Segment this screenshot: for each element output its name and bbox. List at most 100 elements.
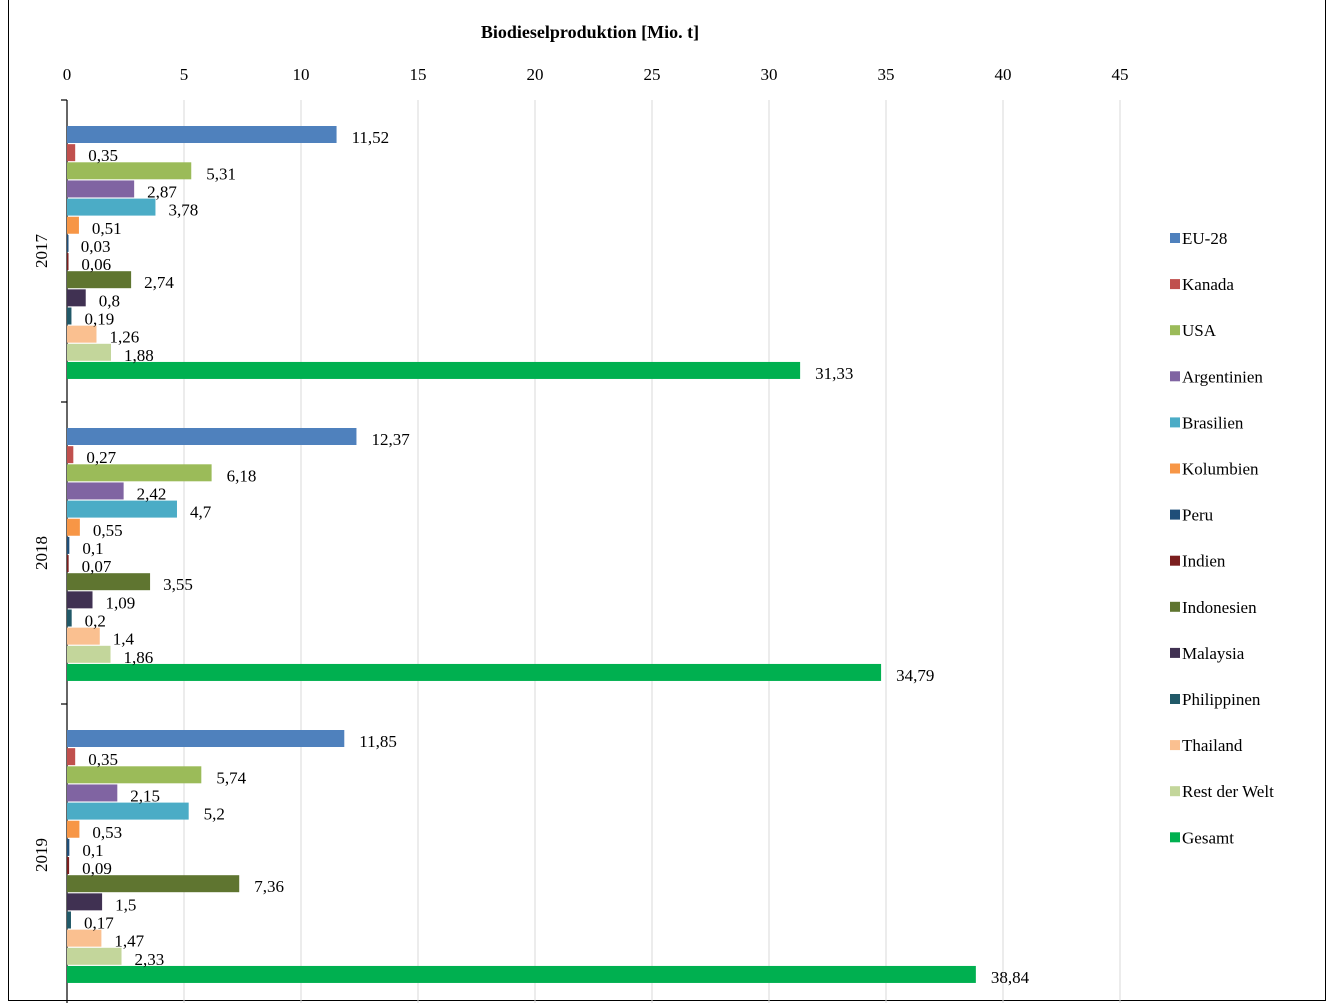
legend-swatch-usa	[1170, 325, 1180, 336]
data-label-kolumbien-2019: 0,53	[92, 823, 122, 842]
bar-malaysia-2018	[67, 591, 93, 609]
data-label-brasilien-2019: 5,2	[204, 805, 225, 824]
legend-swatch-kanada	[1170, 279, 1180, 290]
legend-item-argentinien: Argentinien	[1170, 367, 1263, 386]
bar-indien-2017	[67, 253, 69, 271]
legend-item-malaysia: Malaysia	[1170, 644, 1245, 663]
legend-label-gesamt: Gesamt	[1182, 828, 1234, 847]
bar-thailand-2018	[67, 627, 100, 645]
data-label-philippinen-2018: 0,2	[85, 612, 106, 631]
legend-label-argentinien: Argentinien	[1182, 367, 1263, 386]
legend-swatch-indonesien	[1170, 601, 1180, 612]
legend-item-usa: USA	[1170, 321, 1217, 340]
data-label-peru-2019: 0,1	[82, 841, 103, 860]
legend-swatch-indien	[1170, 555, 1180, 566]
legend-item-indonesien: Indonesien	[1170, 598, 1257, 617]
data-label-kanada-2019: 0,35	[88, 750, 118, 769]
data-label-thailand-2018: 1,4	[113, 630, 135, 649]
x-tick-label-45: 45	[1112, 65, 1129, 84]
chart-title: Biodieselproduktion [Mio. t]	[481, 22, 699, 42]
bar-philippinen-2017	[67, 307, 72, 325]
data-label-philippinen-2017: 0,19	[84, 310, 114, 329]
data-label-kolumbien-2017: 0,51	[92, 219, 122, 238]
x-tick-label-35: 35	[878, 65, 895, 84]
legend-item-philippinen: Philippinen	[1170, 690, 1261, 709]
legend-label-brasilien: Brasilien	[1182, 413, 1244, 432]
data-label-eu-28-2017: 11,52	[352, 128, 390, 147]
x-tick-label-40: 40	[995, 65, 1012, 84]
bar-kolumbien-2019	[67, 820, 80, 838]
legend-swatch-brasilien	[1170, 417, 1180, 428]
bar-kolumbien-2018	[67, 518, 80, 536]
bar-gesamt-2019	[67, 965, 976, 983]
data-labels: 11,52 0,35 5,31 2,873,78 0,510,030,06 2,74 0,8…	[81, 128, 1030, 987]
legend-item-gesamt: Gesamt	[1170, 828, 1234, 847]
data-label-malaysia-2018: 1,09	[106, 593, 136, 612]
legend-item-kolumbien: Kolumbien	[1170, 460, 1259, 479]
legend-swatch-eu-28	[1170, 233, 1180, 243]
bar-usa-2018	[67, 464, 212, 482]
data-label-usa-2017: 5,31	[206, 164, 236, 183]
x-tick-label-10: 10	[293, 65, 310, 84]
legend-item-rest-der-welt: Rest der Welt	[1170, 782, 1274, 801]
grid-lines	[183, 100, 1121, 1003]
bar-argentinien-2017	[67, 180, 135, 198]
x-tick-label-25: 25	[644, 65, 661, 84]
legend-item-peru: Peru	[1170, 506, 1214, 525]
data-label-malaysia-2017: 0,8	[99, 291, 120, 310]
x-tick-label-0: 0	[63, 65, 72, 84]
category-label-2017: 2017	[32, 234, 51, 269]
data-label-indonesien-2019: 7,36	[254, 877, 284, 896]
legend-label-kolumbien: Kolumbien	[1182, 460, 1259, 479]
bar-eu-28-2019	[67, 730, 345, 747]
bar-philippinen-2018	[67, 609, 72, 627]
legend-label-indien: Indien	[1182, 552, 1226, 571]
legend-swatch-argentinien	[1170, 371, 1180, 382]
legend-swatch-kolumbien	[1170, 463, 1180, 474]
legend-label-philippinen: Philippinen	[1182, 690, 1261, 709]
legend-item-kanada: Kanada	[1170, 275, 1234, 294]
category-label-2018: 2018	[32, 536, 51, 570]
data-label-indien-2019: 0,09	[82, 859, 112, 878]
bar-brasilien-2017	[67, 198, 156, 216]
bar-argentinien-2018	[67, 482, 124, 500]
bar-peru-2018	[67, 536, 70, 554]
data-label-gesamt-2019: 38,84	[991, 968, 1030, 987]
legend-label-peru: Peru	[1182, 506, 1214, 525]
legend-label-kanada: Kanada	[1182, 275, 1234, 294]
x-tick-label-20: 20	[527, 65, 544, 84]
data-label-kanada-2018: 0,27	[86, 448, 116, 467]
data-label-usa-2018: 6,18	[227, 466, 257, 485]
bar-gesamt-2018	[67, 663, 882, 681]
x-tick-label-15: 15	[410, 65, 427, 84]
bar-kanada-2017	[67, 144, 76, 162]
bar-kanada-2019	[67, 748, 76, 766]
chart-frame	[8, 0, 1326, 1001]
data-label-malaysia-2019: 1,5	[115, 895, 136, 914]
bar-thailand-2017	[67, 325, 97, 343]
data-label-indien-2018: 0,07	[82, 557, 112, 576]
data-label-eu-28-2018: 12,37	[371, 430, 410, 449]
legend-label-rest-der-welt: Rest der Welt	[1182, 782, 1274, 801]
data-label-argentinien-2017: 2,87	[147, 182, 177, 201]
data-label-peru-2018: 0,1	[82, 539, 103, 558]
data-label-argentinien-2019: 2,15	[130, 786, 160, 805]
data-label-gesamt-2018: 34,79	[896, 666, 934, 685]
legend-swatch-peru	[1170, 509, 1180, 520]
data-label-indonesien-2017: 2,74	[144, 273, 174, 292]
data-label-argentinien-2018: 2,42	[137, 484, 167, 503]
legend-swatch-thailand	[1170, 740, 1180, 751]
bar-malaysia-2017	[67, 289, 86, 307]
bar-indien-2018	[67, 555, 69, 573]
legend-swatch-gesamt	[1170, 832, 1180, 843]
data-label-kolumbien-2018: 0,55	[93, 521, 123, 540]
bar-malaysia-2019	[67, 893, 103, 911]
data-label-eu-28-2019: 11,85	[359, 732, 397, 751]
bar-thailand-2019	[67, 929, 102, 947]
legend-swatch-philippinen	[1170, 694, 1180, 704]
bar-rest-der-welt-2018	[67, 645, 111, 663]
legend-item-thailand: Thailand	[1170, 736, 1243, 755]
data-label-indien-2017: 0,06	[81, 255, 111, 274]
x-tick-label-5: 5	[180, 65, 189, 84]
bar-philippinen-2019	[67, 911, 71, 929]
